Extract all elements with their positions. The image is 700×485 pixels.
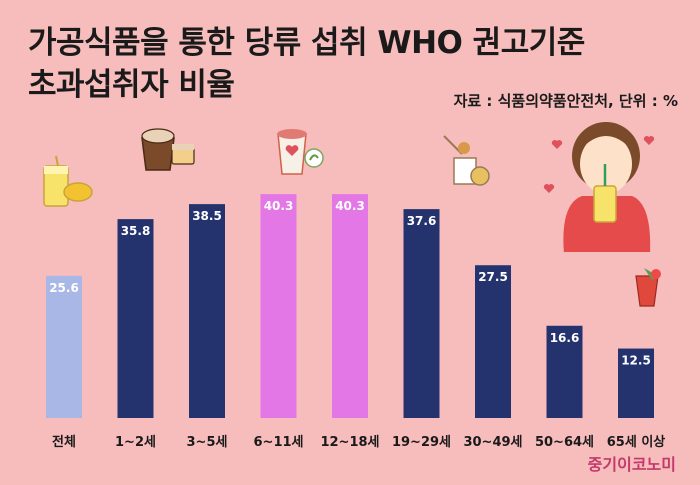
category-label-4: 12~18세 xyxy=(320,435,379,450)
girl-drinking-illustration xyxy=(543,122,655,252)
value-label-0: 25.6 xyxy=(49,281,79,295)
title-line-2: 초과섭취자 비율 xyxy=(28,67,235,103)
bar-2 xyxy=(189,204,225,418)
bar-3 xyxy=(260,194,297,418)
chart-title: 가공식품을 통한 당류 섭취 WHO 권고기준 초과섭취자 비율 xyxy=(28,22,668,106)
bubble-tea-icon xyxy=(277,129,324,175)
bar-6 xyxy=(475,265,511,418)
value-label-1: 35.8 xyxy=(121,224,151,238)
category-label-2: 3~5세 xyxy=(187,435,228,450)
value-label-3: 40.3 xyxy=(264,199,294,213)
publisher-brand: 중기이코노미 xyxy=(587,455,676,474)
bar-7 xyxy=(546,325,583,418)
category-label-3: 6~11세 xyxy=(254,435,304,450)
value-label-2: 38.5 xyxy=(192,209,222,223)
category-label-5: 19~29세 xyxy=(392,435,451,450)
bar-8 xyxy=(618,348,654,418)
bar-4 xyxy=(332,194,368,418)
title-line-1: 가공식품을 통한 당류 섭취 WHO 권고기준 xyxy=(28,25,585,61)
source-note: 자료 : 식품의약품안전처, 단위 : % xyxy=(453,92,678,110)
bar-0 xyxy=(46,275,82,418)
bar-1 xyxy=(117,219,154,418)
category-label-1: 1~2세 xyxy=(115,435,156,450)
category-label-0: 전체 xyxy=(52,434,76,450)
syrup-bottle-icon xyxy=(443,135,490,186)
bar-5 xyxy=(403,209,440,418)
value-label-8: 12.5 xyxy=(621,354,651,368)
category-label-8: 65세 이상 xyxy=(607,434,666,450)
value-label-5: 37.6 xyxy=(407,214,437,228)
tomato-juice-icon xyxy=(635,268,661,307)
value-label-4: 40.3 xyxy=(335,199,365,213)
category-label-6: 30~49세 xyxy=(463,435,522,450)
value-label-7: 16.6 xyxy=(550,331,580,345)
chocolate-dessert-icon xyxy=(141,128,195,171)
category-label-7: 50~64세 xyxy=(535,435,594,450)
value-label-6: 27.5 xyxy=(478,270,508,284)
juice-drink-icon xyxy=(43,155,93,207)
